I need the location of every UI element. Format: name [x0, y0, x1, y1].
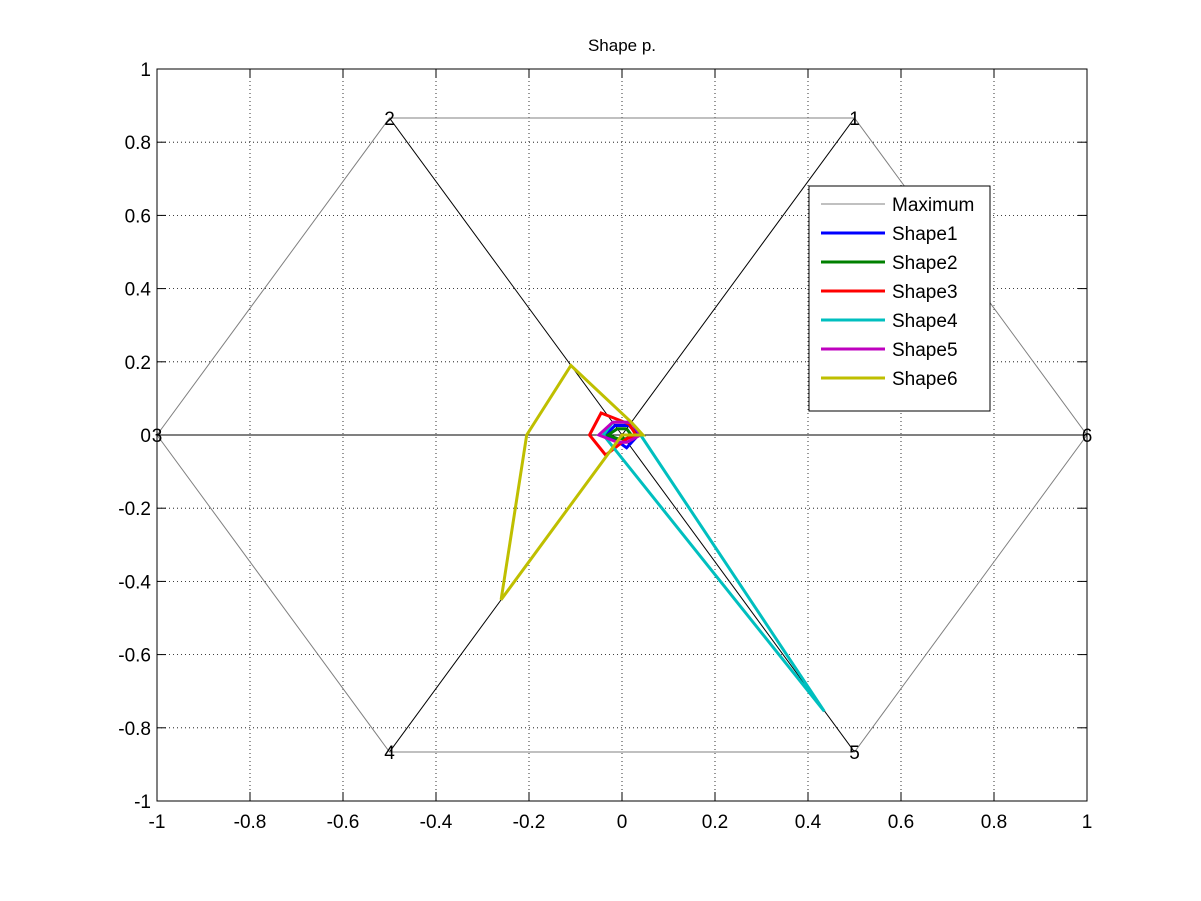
- x-tick-label: 1: [1082, 812, 1093, 833]
- vertex-label: 4: [384, 743, 395, 764]
- x-tick-label: -0.2: [513, 812, 546, 833]
- vertex-label: 1: [849, 109, 860, 130]
- legend-box: [808, 185, 991, 412]
- y-tick-label: 0.8: [125, 133, 151, 154]
- spoke-line: [621, 117, 855, 436]
- vertex-label: 2: [384, 109, 395, 130]
- y-tick-label: -0.2: [118, 499, 151, 520]
- y-tick-label: 0.2: [125, 353, 151, 374]
- x-tick-label: 0.2: [702, 812, 728, 833]
- chart-title: Shape p.: [588, 36, 656, 55]
- legend: Maximum Shape1 Shape2 Shape3 Shape4 Shape5 Sha…: [808, 185, 991, 412]
- y-tick-label: -0.6: [118, 646, 151, 667]
- x-tick-label: -0.4: [420, 812, 453, 833]
- x-tick-label: 0: [617, 812, 628, 833]
- y-tick-label: -1: [134, 792, 151, 813]
- x-tick-label: -1: [149, 812, 166, 833]
- legend-label-shape3: Shape3: [892, 282, 958, 303]
- spoke-line: [389, 117, 623, 436]
- y-tick-label: 1: [140, 60, 151, 81]
- legend-label-shape2: Shape2: [892, 253, 958, 274]
- y-tick-label: 0: [140, 426, 151, 447]
- vertex-label: 6: [1082, 426, 1093, 447]
- x-tick-label: 0.4: [795, 812, 822, 833]
- y-tick-label: 0.4: [125, 280, 152, 301]
- x-tick-label: 0.8: [981, 812, 1007, 833]
- x-tick-label: -0.8: [234, 812, 267, 833]
- tick-labels: -1 -0.8 -0.6 -0.4 -0.2 0 0.2 0.4 0.6 0.8 1 -1 -0.8 -0…: [118, 60, 1092, 833]
- legend-label-shape1: Shape1: [892, 224, 958, 245]
- x-tick-label: -0.6: [327, 812, 360, 833]
- vertex-labels: 1 2 3 4 5 6: [152, 109, 1093, 764]
- y-tick-label: -0.4: [118, 572, 151, 593]
- vertex-label: 5: [849, 743, 860, 764]
- y-tick-label: 0.6: [125, 206, 151, 227]
- legend-label-shape6: Shape6: [892, 369, 958, 390]
- axis-ticks: [156, 68, 1088, 802]
- legend-label-shape5: Shape5: [892, 340, 958, 361]
- y-tick-label: -0.8: [118, 719, 151, 740]
- legend-label-maximum: Maximum: [892, 195, 974, 216]
- vertex-label: 3: [152, 426, 163, 447]
- legend-label-shape4: Shape4: [892, 311, 958, 332]
- x-tick-label: 0.6: [888, 812, 914, 833]
- series-line-shape6: [499, 363, 647, 601]
